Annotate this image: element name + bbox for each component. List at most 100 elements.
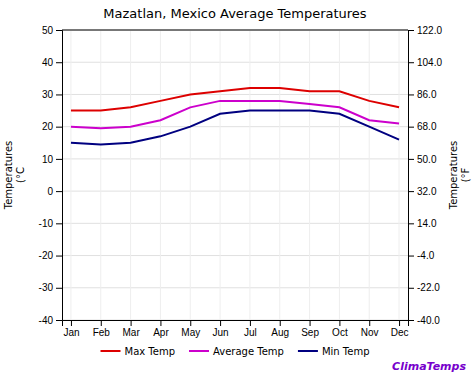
tick: 0 — [47, 186, 62, 197]
tick-mark — [408, 256, 414, 257]
tick: Sep — [301, 320, 319, 338]
legend-item: Min Temp — [298, 346, 370, 357]
tick-label: Jun — [213, 327, 229, 338]
tick-label: 50.0 — [417, 154, 437, 165]
grid-line-y — [62, 62, 408, 63]
tick-mark — [408, 62, 414, 63]
grid-line-y — [62, 255, 408, 256]
tick-label: Jul — [244, 327, 257, 338]
tick-mark — [190, 320, 191, 326]
grid-line-x — [220, 30, 221, 320]
frame-top — [62, 30, 408, 31]
axis-label-line: (°F — [460, 167, 471, 182]
x-axis: JanFebMarAprMayJunJulAugSepOctNovDec — [63, 320, 409, 338]
tick-mark — [56, 94, 62, 95]
tick-mark — [56, 159, 62, 160]
tick: Jun — [213, 320, 229, 338]
axis-line — [63, 321, 409, 327]
tick-mark — [339, 320, 340, 326]
tick-mark — [56, 30, 62, 31]
tick: 32.0 — [408, 186, 437, 197]
grid-line-x — [399, 30, 400, 320]
tick-mark — [56, 223, 62, 224]
tick-mark — [56, 288, 62, 289]
tick-mark — [160, 320, 161, 326]
tick-label: Nov — [361, 327, 379, 338]
tick-label: 14.0 — [417, 218, 437, 229]
legend: Max TempAverage TempMin Temp — [101, 346, 370, 357]
tick-label: Apr — [153, 327, 169, 338]
tick: -20 — [39, 250, 62, 261]
tick-mark — [408, 94, 414, 95]
grid-line-x — [249, 30, 250, 320]
tick: May — [181, 320, 200, 338]
legend-label: Min Temp — [322, 346, 370, 357]
tick-label: Feb — [93, 327, 111, 338]
legend-item: Max Temp — [101, 346, 176, 357]
y2-axis-label: Temperatures(°F — [448, 141, 471, 211]
grid-line-x — [369, 30, 370, 320]
tick-label: -22.0 — [417, 282, 440, 293]
tick-mark — [408, 191, 414, 192]
tick-mark — [56, 127, 62, 128]
legend-label: Max Temp — [125, 346, 176, 357]
watermark: ClimaTemps — [392, 360, 466, 373]
tick-label: -20 — [39, 250, 54, 261]
tick-mark — [369, 320, 370, 326]
y-axis: -40-30-20-1001020304050 — [39, 25, 63, 326]
tick: -40.0 — [408, 315, 440, 326]
tick-label: 122.0 — [417, 25, 442, 36]
legend-swatch — [101, 350, 121, 352]
tick-label: 10 — [42, 154, 54, 165]
tick-label: 50 — [42, 25, 54, 36]
tick: 122.0 — [408, 25, 442, 36]
grid-line-y — [62, 287, 408, 288]
tick-mark — [310, 320, 311, 326]
chart: JanFebMarAprMayJunJulAugSepOctNovDec-40-… — [0, 0, 474, 375]
grid-line-y — [62, 30, 408, 31]
series-line — [71, 111, 399, 145]
tick: Jan — [63, 320, 79, 338]
tick-mark — [408, 223, 414, 224]
axis-label-line: (°C — [15, 167, 26, 183]
tick-mark — [56, 256, 62, 257]
tick: 104.0 — [408, 57, 442, 68]
title: Mazatlan, Mexico Average Temperatures — [103, 6, 367, 21]
tick-mark — [101, 320, 102, 326]
grid-line-x — [160, 30, 161, 320]
tick-label: 86.0 — [417, 89, 437, 100]
tick-label: 32.0 — [417, 186, 437, 197]
legend-swatch — [189, 350, 209, 352]
legend-swatch — [298, 350, 318, 352]
tick: 50 — [42, 25, 62, 36]
tick-mark — [280, 320, 281, 326]
axis-line — [409, 31, 415, 321]
axis-label-line: Temperatures — [448, 141, 459, 211]
tick-label: 20 — [42, 121, 54, 132]
axis-line — [56, 31, 63, 321]
tick: Oct — [332, 320, 348, 338]
tick-mark — [408, 127, 414, 128]
tick-mark — [250, 320, 251, 326]
grid-line-y — [62, 191, 408, 192]
tick-label: -30 — [39, 282, 54, 293]
grid-line-x — [100, 30, 101, 320]
tick: 30 — [42, 89, 62, 100]
grid-line-x — [70, 30, 71, 320]
series-line — [71, 88, 399, 111]
tick: -22.0 — [408, 282, 440, 293]
lines — [71, 88, 399, 144]
grid-line-x — [309, 30, 310, 320]
grid-line-x — [339, 30, 340, 320]
tick: 20 — [42, 121, 62, 132]
tick: 14.0 — [408, 218, 437, 229]
series-line — [71, 101, 399, 128]
tick: Dec — [391, 320, 409, 338]
tick-mark — [131, 320, 132, 326]
tick: Jul — [244, 320, 257, 338]
tick: 10 — [42, 154, 62, 165]
tick-mark — [56, 191, 62, 192]
tick: -4.0 — [408, 250, 435, 261]
tick-mark — [56, 62, 62, 63]
tick-label: 40 — [42, 57, 54, 68]
